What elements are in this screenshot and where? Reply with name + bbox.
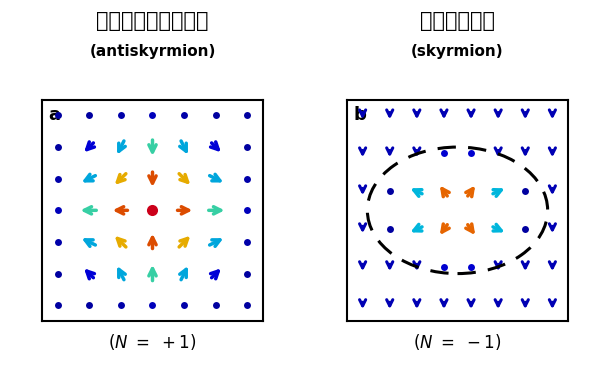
Text: スキルミオン: スキルミオン	[420, 11, 495, 31]
Text: (skyrmion): (skyrmion)	[411, 44, 504, 59]
Text: $(\mathit{N}\ =\ +1)$: $(\mathit{N}\ =\ +1)$	[109, 332, 196, 352]
Text: b: b	[353, 106, 367, 124]
Text: $(\mathit{N}\ =\ -1)$: $(\mathit{N}\ =\ -1)$	[414, 332, 501, 352]
Text: (antiskyrmion): (antiskyrmion)	[89, 44, 216, 59]
Text: アンチスキルミオン: アンチスキルミオン	[96, 11, 209, 31]
Text: a: a	[48, 106, 60, 124]
